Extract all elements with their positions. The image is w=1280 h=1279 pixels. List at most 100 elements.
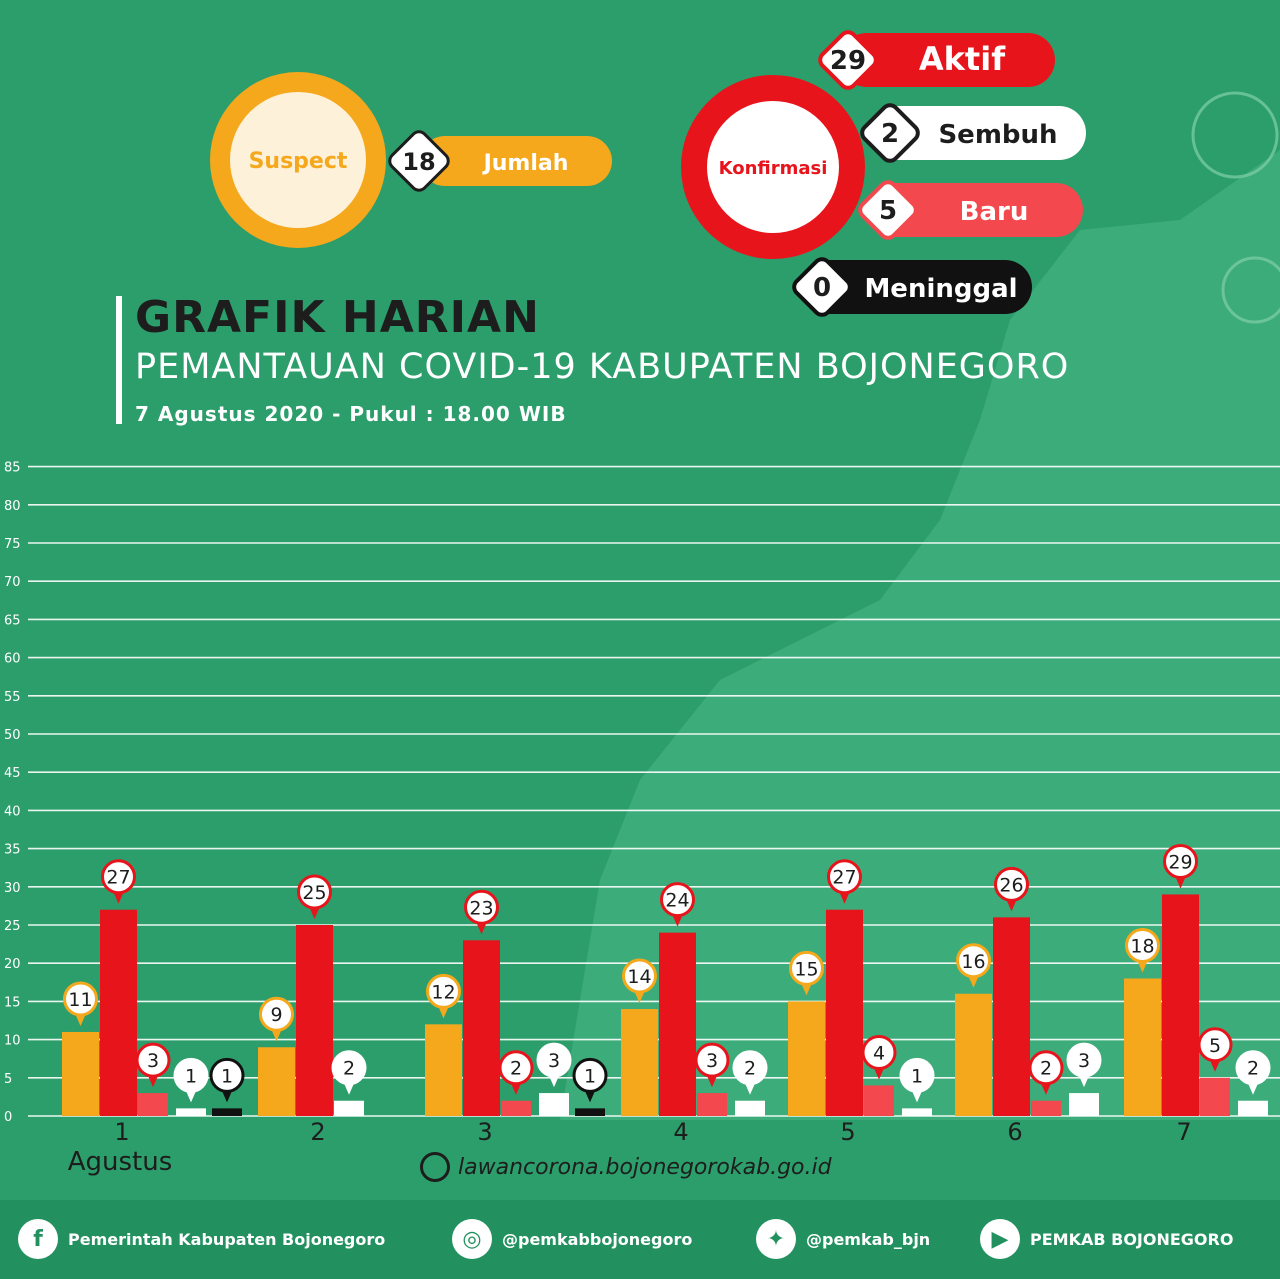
value-pin-circle	[209, 1057, 245, 1093]
value-pin-circle	[1235, 1050, 1271, 1086]
konfirmasi-value-badge	[858, 180, 918, 240]
data-label: 1	[584, 1065, 596, 1087]
data-label: 2	[744, 1058, 756, 1080]
value-pin-circle	[994, 866, 1029, 902]
suspect-inner	[230, 92, 366, 228]
title-accent-bar	[116, 296, 122, 424]
konfirmasi-value-badge	[818, 30, 878, 90]
value-pin-circle	[1125, 927, 1160, 963]
konfirmasi-pill-baru	[868, 183, 1083, 237]
page-subtitle: PEMANTAUAN COVID-19 KABUPATEN BOJONEGORO	[135, 347, 1070, 387]
y-tick-label: 35	[4, 843, 21, 858]
value-pin-circle	[63, 981, 98, 1017]
y-tick-label: 10	[4, 1034, 21, 1049]
bar-aktif	[993, 917, 1030, 1116]
data-label: 29	[1168, 851, 1192, 873]
value-pin-circle	[331, 1050, 367, 1086]
y-tick-label: 70	[4, 575, 21, 590]
social-label: @pemkab_bjn	[806, 1229, 931, 1249]
report-date: 7 Agustus 2020 - Pukul : 18.00 WIB	[135, 402, 567, 426]
value-pin-circle	[101, 859, 136, 895]
social-youtube[interactable]: ▶ PEMKAB BOJONEGORO	[980, 1219, 1233, 1259]
social-label: PEMKAB BOJONEGORO	[1030, 1229, 1234, 1249]
x-tick-label: 5	[840, 1118, 855, 1146]
value-pin-circle	[1163, 843, 1198, 879]
social-label: @pemkabbojonegoro	[502, 1229, 693, 1249]
value-pin-circle	[789, 950, 824, 986]
bar-aktif	[100, 909, 137, 1116]
konfirmasi-value-badge	[860, 103, 920, 163]
value-pin-circle	[1197, 1027, 1233, 1063]
bar-chart: 0510152025303540455055606570758085119121…	[4, 461, 1280, 1177]
y-tick-label: 85	[4, 461, 21, 476]
y-tick-label: 80	[4, 499, 21, 514]
social-twitter[interactable]: ✦ @pemkab_bjn	[756, 1219, 930, 1259]
data-label: 2	[510, 1058, 522, 1080]
value-pin-circle	[694, 1042, 730, 1078]
data-label: 15	[794, 958, 818, 980]
y-tick-label: 30	[4, 881, 21, 896]
konfirmasi-item-label: Sembuh	[938, 120, 1057, 150]
data-label: 2	[1040, 1058, 1052, 1080]
youtube-icon: ▶	[980, 1219, 1020, 1259]
suspect-pill	[420, 136, 612, 186]
data-label: 27	[106, 867, 130, 889]
bar-baru	[864, 1085, 894, 1116]
konfirmasi-item-label: Baru	[960, 197, 1029, 227]
data-label: 18	[1130, 935, 1154, 957]
instagram-icon: ◎	[452, 1219, 492, 1259]
value-pin-circle	[1066, 1042, 1102, 1078]
konfirmasi-inner	[707, 101, 839, 233]
bar-aktif	[826, 909, 863, 1116]
bar-aktif	[463, 940, 500, 1116]
data-label: 3	[706, 1050, 718, 1072]
bar-meninggal	[575, 1108, 605, 1116]
bar-suspect	[621, 1009, 658, 1116]
data-label: 3	[548, 1050, 560, 1072]
data-label: 2	[1247, 1058, 1259, 1080]
data-label: 12	[431, 981, 455, 1003]
bar-meninggal	[212, 1108, 242, 1116]
bar-suspect	[955, 993, 992, 1116]
x-tick-label: 4	[673, 1118, 688, 1146]
data-label: 2	[343, 1058, 355, 1080]
konfirmasi-value: 5	[879, 196, 897, 226]
social-label: Pemerintah Kabupaten Bojonegoro	[68, 1229, 386, 1249]
data-label: 14	[627, 966, 651, 988]
y-tick-label: 50	[4, 728, 21, 743]
value-pin-circle	[899, 1057, 935, 1093]
y-tick-label: 25	[4, 919, 21, 934]
data-label: 11	[68, 989, 92, 1011]
y-tick-label: 5	[4, 1072, 12, 1087]
data-label: 16	[961, 951, 985, 973]
konfirmasi-item-label: Meninggal	[864, 274, 1017, 304]
konfirmasi-value: 2	[881, 119, 899, 149]
y-tick-label: 55	[4, 690, 21, 705]
data-label: 3	[147, 1050, 159, 1072]
footer-bar: f Pemerintah Kabupaten Bojonegoro ◎ @pem…	[0, 1200, 1280, 1279]
bar-baru	[501, 1100, 531, 1116]
social-instagram[interactable]: ◎ @pemkabbojonegoro	[452, 1219, 692, 1259]
value-pin-circle	[297, 874, 332, 910]
bar-baru	[138, 1093, 168, 1116]
suspect-label: Suspect	[249, 149, 348, 174]
globe-icon	[420, 1152, 450, 1182]
page-title: GRAFIK HARIAN	[135, 292, 540, 343]
data-label: 25	[302, 882, 326, 904]
data-label: 1	[911, 1065, 923, 1087]
social-facebook[interactable]: f Pemerintah Kabupaten Bojonegoro	[18, 1219, 385, 1259]
bar-suspect	[788, 1001, 825, 1116]
bar-aktif	[659, 932, 696, 1116]
map-silhouette	[560, 150, 1280, 1120]
data-label: 24	[665, 890, 689, 912]
bar-baru	[1200, 1077, 1230, 1116]
value-pin-circle	[259, 996, 294, 1032]
facebook-icon: f	[18, 1219, 58, 1259]
bar-baru	[1031, 1100, 1061, 1116]
y-tick-label: 40	[4, 804, 21, 819]
data-label: 1	[221, 1065, 233, 1087]
bar-sembuh	[1238, 1100, 1268, 1116]
bar-sembuh	[334, 1100, 364, 1116]
bar-aktif	[296, 925, 333, 1116]
website-link[interactable]: lawancorona.bojonegorokab.go.id	[420, 1152, 832, 1182]
